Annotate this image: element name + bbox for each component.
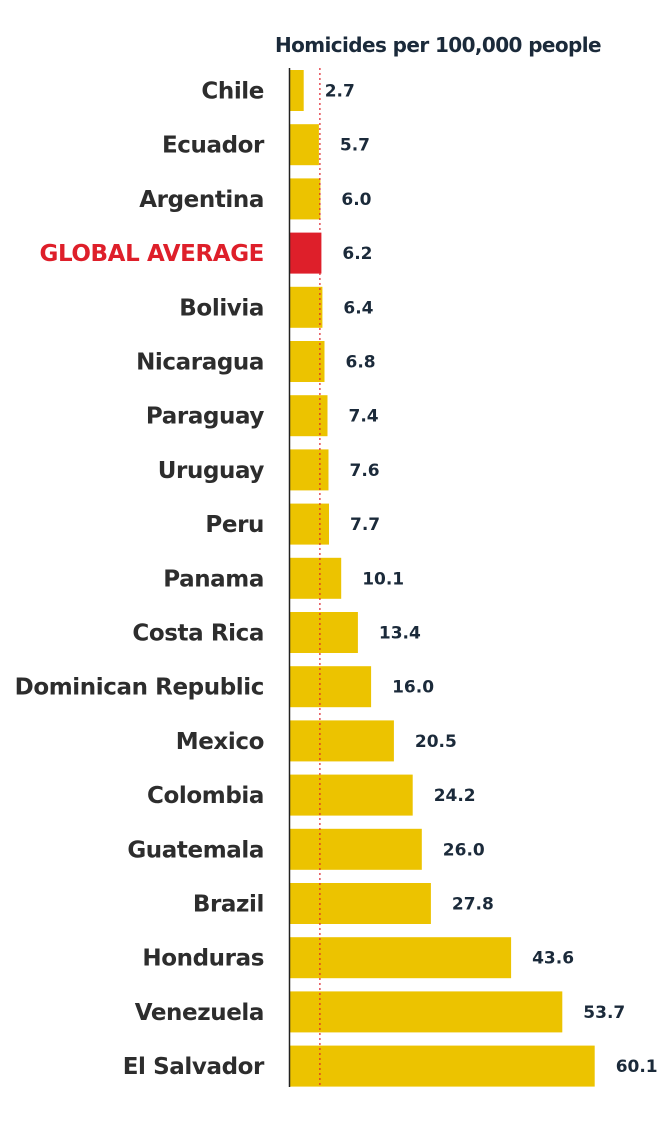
bar-paraguay: [290, 395, 328, 437]
value-label-peru: 7.7: [350, 515, 380, 535]
category-label-colombia: Colombia: [147, 783, 264, 809]
bar-nicaragua: [290, 341, 325, 382]
category-label-el-salvador: El Salvador: [123, 1054, 265, 1080]
value-label-mexico: 20.5: [415, 732, 457, 752]
bar-colombia: [290, 774, 413, 816]
bar-venezuela: [290, 991, 563, 1033]
category-label-chile: Chile: [201, 79, 264, 105]
value-label-el-salvador: 60.1: [616, 1057, 658, 1077]
value-label-guatemala: 26.0: [443, 840, 485, 860]
bar-ecuador: [290, 124, 319, 166]
value-label-uruguay: 7.6: [350, 461, 380, 481]
chart-title: Homicides per 100,000 people: [275, 33, 601, 57]
category-label-guatemala: Guatemala: [127, 837, 264, 863]
bar-brazil: [290, 883, 431, 924]
bar-global-average: [290, 232, 322, 274]
category-label-ecuador: Ecuador: [162, 133, 265, 159]
bar-guatemala: [290, 828, 422, 870]
category-label-venezuela: Venezuela: [135, 1000, 264, 1026]
bar-mexico: [290, 720, 394, 762]
bars-layer: [290, 70, 595, 1087]
value-label-brazil: 27.8: [452, 895, 494, 915]
value-label-costa-rica: 13.4: [379, 624, 421, 644]
bar-honduras: [290, 937, 512, 979]
value-label-venezuela: 53.7: [583, 1003, 625, 1023]
category-label-dominican-republic: Dominican Republic: [15, 675, 264, 701]
value-label-panama: 10.1: [362, 569, 404, 589]
bar-costa-rica: [290, 612, 358, 653]
category-label-brazil: Brazil: [193, 892, 264, 918]
value-label-bolivia: 6.4: [343, 298, 373, 318]
value-label-global-average: 6.2: [342, 244, 372, 264]
bar-el-salvador: [290, 1045, 595, 1087]
bar-argentina: [290, 178, 321, 220]
category-label-costa-rica: Costa Rica: [132, 621, 264, 647]
value-label-colombia: 24.2: [434, 786, 476, 806]
category-label-panama: Panama: [163, 566, 264, 592]
labels-layer: Chile 2.7 Ecuador 5.7 Argentina 6.0 GLOBAL AVE…: [15, 79, 658, 1081]
category-label-uruguay: Uruguay: [158, 458, 265, 484]
bar-uruguay: [290, 449, 329, 491]
category-label-global-average: GLOBAL AVERAGE: [39, 241, 264, 267]
value-label-honduras: 43.6: [532, 949, 574, 969]
bar-chile: [290, 70, 304, 111]
value-label-ecuador: 5.7: [340, 136, 370, 156]
category-label-bolivia: Bolivia: [179, 295, 264, 321]
bar-panama: [290, 557, 342, 599]
category-label-mexico: Mexico: [176, 729, 264, 755]
value-label-argentina: 6.0: [341, 190, 371, 210]
value-label-paraguay: 7.4: [349, 407, 379, 427]
value-label-nicaragua: 6.8: [346, 353, 376, 373]
value-label-chile: 2.7: [325, 82, 355, 102]
category-label-peru: Peru: [205, 512, 264, 538]
category-label-paraguay: Paraguay: [146, 404, 264, 430]
category-label-honduras: Honduras: [142, 946, 264, 972]
category-label-nicaragua: Nicaragua: [136, 350, 264, 376]
bar-peru: [290, 503, 329, 545]
category-label-argentina: Argentina: [139, 187, 264, 213]
bar-dominican-republic: [290, 666, 372, 708]
value-label-dominican-republic: 16.0: [392, 678, 434, 698]
bar-bolivia: [290, 286, 323, 328]
